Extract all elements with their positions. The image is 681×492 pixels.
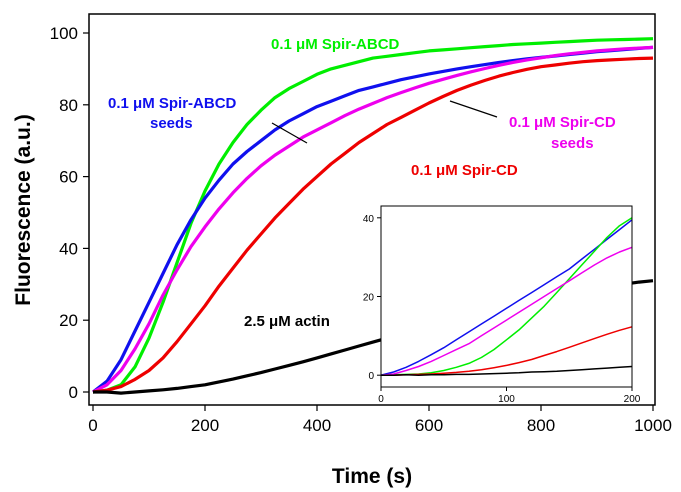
y-axis-ticks: 0 20 40 60 80 100 [50,24,89,402]
label-spir-cd-seeds-line2: seeds [551,135,594,152]
x-tick-label: 600 [415,416,443,435]
x-axis-ticks: 0 200 400 600 800 1000 [88,405,672,435]
y-tick-label: 40 [59,239,78,258]
leader-line-abcd-seeds [271,122,308,144]
plot-frame [88,13,656,406]
x-axis-title: Time (s) [332,465,412,488]
inset-x-tick-label: 0 [378,394,384,405]
annotation-layer: 0.1 μM Spir-ABCD 0.1 μM Spir-ABCD seeds … [108,36,616,330]
series-line-0 [92,37,654,394]
y-tick-label: 0 [69,383,78,402]
label-spir-cd-seeds-line1: 0.1 μM Spir-CD [509,114,616,131]
inset-y-tick-label: 20 [363,293,375,304]
inset-series-line-2 [380,246,633,376]
label-actin: 2.5 μM actin [244,313,330,330]
inset-y-tick-label: 40 [363,214,375,225]
inset-background [381,206,632,387]
inset-y-ticks: 0 20 40 [363,214,381,382]
y-axis-title: Fluorescence (a.u.) [12,114,35,305]
x-tick-label: 400 [303,416,331,435]
inset-x-tick-label: 200 [624,394,641,405]
inset-series-line-0 [380,219,633,376]
inset-series-layer [380,217,633,376]
label-spir-abcd: 0.1 μM Spir-ABCD [271,36,400,53]
main-series-layer [92,37,654,395]
inset-x-ticks: 0 100 200 [378,387,641,405]
y-tick-label: 60 [59,168,78,187]
label-spir-abcd-seeds-line2: seeds [150,115,193,132]
inset-series-line-4 [381,365,633,376]
inset-x-tick-label: 100 [498,394,515,405]
x-tick-label: 800 [527,416,555,435]
y-tick-label: 100 [50,24,78,43]
y-tick-label: 80 [59,96,78,115]
x-tick-label: 1000 [634,416,672,435]
label-spir-abcd-seeds-line1: 0.1 μM Spir-ABCD [108,95,237,112]
inset-series-line-3 [381,326,633,376]
x-tick-label: 200 [191,416,219,435]
y-tick-label: 20 [59,311,78,330]
inset-chart: 0 100 200 0 20 40 [363,205,641,405]
label-spir-cd: 0.1 μM Spir-CD [411,162,518,179]
inset-y-tick-label: 0 [368,371,374,382]
x-tick-label: 0 [88,416,97,435]
leader-line-cd-seeds [449,100,498,118]
series-line-3 [92,56,654,394]
series-line-2 [92,45,654,394]
